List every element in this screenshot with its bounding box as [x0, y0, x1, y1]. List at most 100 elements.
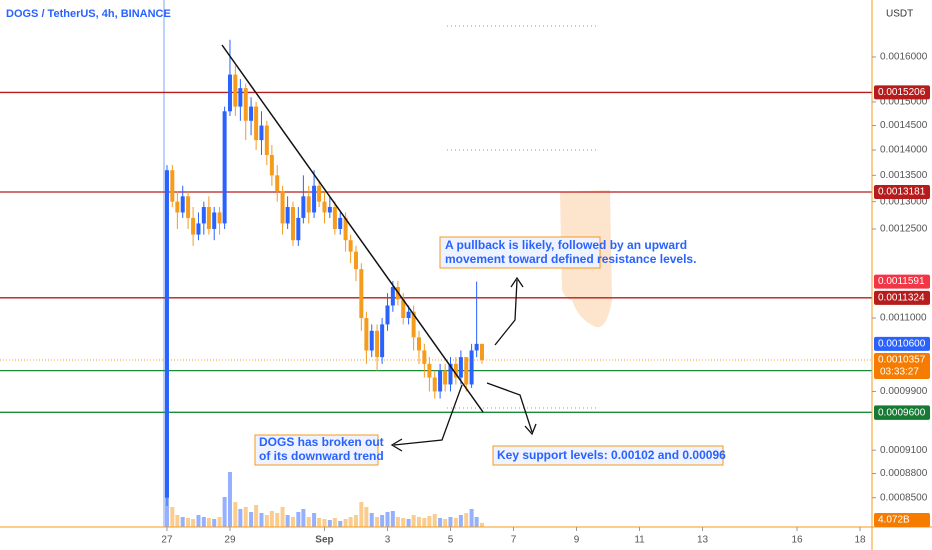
volume-tag-label: 4.072B [878, 515, 910, 526]
annotation-text: DOGS has broken out [259, 435, 384, 449]
volume-bar [264, 515, 269, 527]
volume-bar [469, 509, 474, 527]
price-tag-label: 0.0011591 [878, 276, 925, 287]
candle-body [243, 88, 248, 121]
volume-bar [422, 518, 427, 527]
volume-bar [479, 522, 484, 527]
x-tick-label: 7 [511, 535, 517, 546]
volume-bar [343, 519, 348, 527]
volume-bar [401, 518, 406, 527]
volume-bar [395, 517, 400, 527]
arrow [494, 279, 518, 346]
volume-bar [238, 509, 243, 527]
volume-bar [191, 519, 196, 527]
annotation-box [254, 434, 379, 466]
candle-body [217, 212, 222, 224]
y-tick-label: 0.0013500 [880, 170, 928, 181]
price-tag [874, 290, 930, 305]
candle-body [201, 207, 206, 224]
y-tick-label: 0.0014500 [880, 120, 928, 131]
volume-bar [453, 518, 458, 527]
plot [0, 39, 872, 527]
candle-body [196, 223, 201, 235]
candle-body [369, 330, 374, 351]
x-tick-label: 11 [634, 535, 645, 546]
candle-body [453, 363, 458, 378]
x-tick-label: 29 [224, 535, 236, 546]
volume-bar [301, 509, 306, 527]
candle-body [343, 217, 348, 241]
x-tick-label: 9 [574, 535, 580, 546]
candle-body [338, 217, 343, 229]
price-tag [874, 274, 930, 289]
volume-bar [474, 517, 479, 527]
candle-body [285, 207, 290, 224]
volume-bar [186, 518, 191, 527]
volume-bar [438, 518, 443, 527]
volume-bar [359, 502, 364, 527]
candle-body [254, 106, 259, 141]
annotation-text: Key support levels: 0.00102 and 0.00096 [497, 448, 726, 462]
candle-body [317, 185, 322, 202]
candle-body [233, 74, 238, 107]
annotation-text: A pullback is likely, followed by an upw… [445, 238, 687, 252]
y-tick-label: 0.0013000 [880, 196, 928, 207]
candle-body [322, 201, 327, 213]
volume-bar [217, 517, 222, 527]
volume-bar [317, 518, 322, 527]
candle-body [353, 251, 358, 270]
volume-bar [206, 518, 211, 527]
volume-bar [369, 513, 374, 527]
volume-bar [201, 517, 206, 527]
annotation-text: of its downward trend [259, 449, 384, 463]
candle-body [348, 240, 353, 252]
volume-bar [233, 502, 238, 527]
volume-bar [312, 513, 317, 527]
candle-body [238, 88, 243, 107]
volume-bar [364, 507, 369, 527]
x-tick-label: Sep [315, 535, 333, 546]
countdown: 03:33:27 [880, 367, 919, 378]
volume-bar [180, 517, 185, 527]
price-tag [874, 85, 930, 100]
candle-body [479, 343, 484, 361]
volume-bar [296, 512, 301, 527]
y-tick-label: 0.0009100 [880, 445, 928, 456]
y-tick-label: 0.0009900 [880, 386, 928, 397]
x-tick-label: 13 [697, 535, 709, 546]
x-tick-label: 27 [161, 535, 173, 546]
x-tick-label: 16 [791, 535, 803, 546]
candle-body [458, 357, 463, 378]
candle-body [170, 170, 175, 202]
candle-body [212, 212, 217, 229]
volume-bar [285, 515, 290, 527]
volume-bar [227, 472, 232, 527]
price-tag-label: 0.0013181 [878, 187, 926, 198]
volume-bar [222, 497, 227, 527]
x-tick-label: 5 [448, 535, 454, 546]
candle-body [432, 377, 437, 392]
price-tag-label: 0.0010357 [878, 355, 926, 366]
candle-body [301, 196, 306, 218]
volume-bar [212, 519, 217, 527]
y-tick-label: 0.0012500 [880, 224, 928, 235]
candle-body [448, 363, 453, 385]
volume-bar [411, 515, 416, 527]
volume-bar [406, 519, 411, 527]
y-tick-label: 0.0011000 [880, 313, 927, 324]
volume-bar [306, 517, 311, 527]
price-tag [874, 185, 930, 200]
volume-bar [353, 515, 358, 527]
arrow [393, 384, 463, 446]
price-tag-label: 0.0011324 [878, 292, 925, 303]
annotation-box [439, 236, 601, 269]
candle-body [364, 318, 369, 351]
candle-body [175, 201, 180, 213]
candle-body [180, 196, 185, 213]
volume-bar [327, 520, 332, 527]
volume-bar [275, 513, 280, 527]
candle-body [290, 207, 295, 241]
candle-body [422, 350, 427, 364]
volume-bar [290, 517, 295, 527]
